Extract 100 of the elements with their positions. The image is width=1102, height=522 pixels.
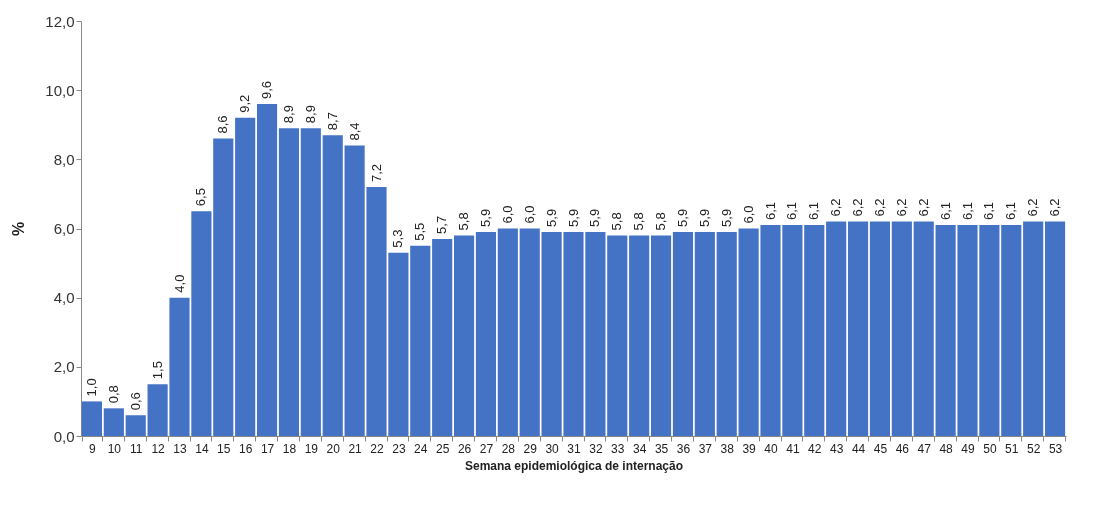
x-tick-label: 48 bbox=[939, 441, 954, 456]
bar bbox=[913, 221, 934, 436]
data-label: 6,1 bbox=[937, 201, 953, 221]
bar bbox=[322, 135, 343, 436]
data-label: 5,8 bbox=[653, 212, 669, 231]
bar bbox=[235, 117, 256, 436]
data-label: 8,6 bbox=[215, 115, 231, 134]
x-tick-label: 35 bbox=[654, 441, 669, 456]
y-tick-label: 6,0 bbox=[53, 220, 75, 237]
bar bbox=[804, 225, 825, 436]
x-tick-label: 27 bbox=[479, 441, 494, 456]
x-tick-label: 50 bbox=[983, 441, 997, 456]
bar bbox=[213, 138, 234, 436]
bar bbox=[497, 228, 518, 436]
x-tick-label: 26 bbox=[457, 441, 472, 456]
x-tick-label: 45 bbox=[873, 441, 888, 456]
bar bbox=[629, 235, 650, 436]
x-tick-label: 53 bbox=[1048, 441, 1063, 456]
data-label: 9,2 bbox=[237, 94, 253, 113]
bar bbox=[694, 231, 715, 436]
data-label: 0,8 bbox=[105, 385, 121, 404]
x-tick-label: 22 bbox=[370, 441, 384, 456]
x-tick-label: 42 bbox=[808, 441, 822, 456]
x-tick-label: 51 bbox=[1005, 441, 1019, 456]
y-tick-label: 2,0 bbox=[53, 358, 75, 376]
data-label: 6,1 bbox=[806, 201, 822, 221]
x-tick-label: 34 bbox=[632, 441, 647, 456]
bar bbox=[256, 104, 278, 436]
x-tick-label: 36 bbox=[676, 441, 691, 456]
x-tick-label: 44 bbox=[851, 441, 866, 456]
y-tick-label: 10,0 bbox=[45, 81, 75, 99]
y-tick-label: 12,0 bbox=[45, 12, 75, 30]
y-tick-label: 4,0 bbox=[53, 289, 75, 307]
data-label: 8,9 bbox=[280, 105, 296, 124]
x-tick-label: 18 bbox=[282, 441, 297, 456]
bar bbox=[125, 415, 146, 436]
bar bbox=[607, 235, 628, 436]
x-tick-label: 21 bbox=[348, 441, 363, 456]
data-label: 5,8 bbox=[456, 212, 472, 231]
x-tick-label: 32 bbox=[589, 441, 603, 456]
data-label: 5,7 bbox=[434, 215, 450, 234]
x-tick-label: 19 bbox=[304, 441, 319, 456]
data-label: 6,2 bbox=[893, 198, 909, 217]
x-tick-label: 38 bbox=[720, 441, 735, 456]
bar bbox=[716, 231, 737, 436]
data-label: 5,9 bbox=[565, 208, 581, 227]
x-tick-label: 14 bbox=[195, 441, 209, 456]
x-tick-label: 33 bbox=[611, 441, 625, 456]
bar bbox=[847, 221, 869, 436]
bar bbox=[475, 231, 497, 436]
bar bbox=[81, 401, 103, 436]
bar bbox=[672, 231, 694, 436]
x-tick-label: 15 bbox=[217, 441, 231, 456]
x-tick-label: 9 bbox=[89, 441, 97, 456]
data-label: 5,9 bbox=[587, 208, 603, 227]
data-label: 1,0 bbox=[83, 378, 99, 397]
x-tick-label: 24 bbox=[414, 441, 428, 456]
bar bbox=[1023, 221, 1044, 436]
bar bbox=[453, 235, 475, 436]
x-tick-label: 12 bbox=[151, 441, 166, 456]
x-tick-label: 37 bbox=[698, 441, 713, 456]
data-label: 9,6 bbox=[259, 80, 275, 99]
data-label: 5,5 bbox=[412, 222, 428, 241]
bar bbox=[891, 221, 912, 436]
bar bbox=[278, 128, 300, 436]
x-tick-label: 23 bbox=[392, 441, 406, 456]
bar bbox=[826, 221, 847, 436]
data-label: 8,9 bbox=[302, 105, 318, 124]
bar bbox=[650, 235, 672, 436]
x-tick-label: 30 bbox=[545, 441, 560, 456]
x-tick-label: 46 bbox=[895, 441, 910, 456]
data-label: 4,0 bbox=[171, 274, 187, 293]
bar bbox=[410, 245, 431, 436]
data-label: 6,5 bbox=[193, 188, 209, 207]
x-tick-label: 41 bbox=[786, 441, 800, 456]
x-tick-label: 11 bbox=[129, 441, 143, 456]
data-label: 8,7 bbox=[324, 112, 340, 131]
data-label: 6,0 bbox=[521, 205, 537, 224]
x-tick-label: 47 bbox=[917, 441, 932, 456]
data-label: 6,2 bbox=[1025, 198, 1041, 217]
data-label: 6,1 bbox=[959, 201, 975, 221]
x-tick-label: 25 bbox=[435, 441, 450, 456]
data-label: 0,6 bbox=[127, 392, 143, 411]
x-tick-label: 13 bbox=[173, 441, 187, 456]
x-tick-label: 29 bbox=[523, 441, 538, 456]
x-tick-label: 40 bbox=[764, 441, 778, 456]
data-label: 5,8 bbox=[631, 212, 647, 231]
data-label: 5,3 bbox=[390, 229, 406, 248]
bar bbox=[300, 128, 321, 436]
bar bbox=[869, 221, 891, 436]
bar bbox=[103, 408, 124, 436]
bar bbox=[519, 228, 540, 436]
data-label: 7,2 bbox=[368, 163, 384, 182]
x-tick-label: 16 bbox=[238, 441, 253, 456]
bar bbox=[1001, 225, 1022, 436]
data-label: 6,2 bbox=[850, 198, 866, 217]
y-axis-title: % bbox=[10, 221, 28, 237]
data-label: 1,5 bbox=[149, 361, 165, 380]
bar bbox=[432, 238, 453, 436]
data-label: 6,2 bbox=[828, 198, 844, 217]
